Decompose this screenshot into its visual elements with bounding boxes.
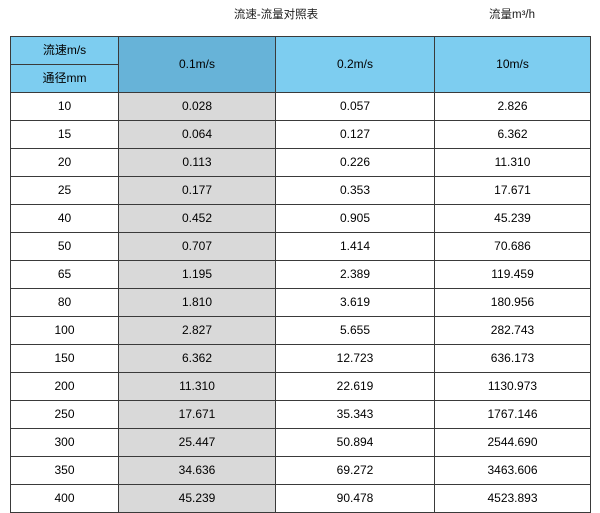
table-row: 350 34.636 69.272 3463.606 — [10, 456, 591, 485]
cell-flow-10ms: 282.743 — [434, 316, 591, 345]
cell-flow-10ms: 1767.146 — [434, 400, 591, 429]
header-col-0.2ms: 0.2m/s — [275, 36, 435, 93]
table-row: 25 0.177 0.353 17.671 — [10, 176, 591, 205]
cell-flow-10ms: 4523.893 — [434, 484, 591, 513]
table-row: 10 0.028 0.057 2.826 — [10, 92, 591, 121]
flow-unit-title: 流量m³/h — [489, 9, 535, 21]
cell-flow-0.2ms: 3.619 — [275, 288, 435, 317]
table-row: 80 1.810 3.619 180.956 — [10, 288, 591, 317]
cell-diameter: 10 — [10, 92, 119, 121]
table-row: 40 0.452 0.905 45.239 — [10, 204, 591, 233]
cell-flow-10ms: 1130.973 — [434, 372, 591, 401]
cell-flow-0.2ms: 35.343 — [275, 400, 435, 429]
table-header-row-top: 流速m/s 0.1m/s 0.2m/s 10m/s — [10, 36, 591, 93]
cell-flow-0.2ms: 50.894 — [275, 428, 435, 457]
cell-diameter: 100 — [10, 316, 119, 345]
cell-flow-0.1ms: 34.636 — [118, 456, 276, 485]
table-header-row-bottom: 通径mm — [10, 64, 591, 93]
cell-flow-10ms: 17.671 — [434, 176, 591, 205]
table-row: 20 0.113 0.226 11.310 — [10, 148, 591, 177]
table-row: 200 11.310 22.619 1130.973 — [10, 372, 591, 401]
cell-flow-0.1ms: 6.362 — [118, 344, 276, 373]
table-row: 250 17.671 35.343 1767.146 — [10, 400, 591, 429]
cell-flow-0.1ms: 0.028 — [118, 92, 276, 121]
table-row: 50 0.707 1.414 70.686 — [10, 232, 591, 261]
cell-flow-10ms: 180.956 — [434, 288, 591, 317]
cell-flow-0.2ms: 12.723 — [275, 344, 435, 373]
cell-flow-0.2ms: 2.389 — [275, 260, 435, 289]
cell-flow-0.1ms: 0.113 — [118, 148, 276, 177]
cell-flow-0.1ms: 11.310 — [118, 372, 276, 401]
cell-flow-10ms: 2544.690 — [434, 428, 591, 457]
title-bar: 流速-流量对照表 流量m³/h — [0, 0, 600, 36]
chart-title: 流速-流量对照表 — [233, 9, 319, 21]
cell-flow-0.2ms: 0.226 — [275, 148, 435, 177]
cell-flow-0.1ms: 0.177 — [118, 176, 276, 205]
cell-flow-10ms: 3463.606 — [434, 456, 591, 485]
cell-diameter: 15 — [10, 120, 119, 149]
cell-flow-0.2ms: 90.478 — [275, 484, 435, 513]
cell-flow-0.2ms: 0.127 — [275, 120, 435, 149]
header-diameter-label: 通径mm — [10, 64, 119, 93]
header-velocity-label: 流速m/s — [10, 36, 119, 65]
cell-flow-0.1ms: 0.707 — [118, 232, 276, 261]
cell-diameter: 150 — [10, 344, 119, 373]
cell-flow-0.1ms: 0.064 — [118, 120, 276, 149]
cell-flow-0.2ms: 0.057 — [275, 92, 435, 121]
cell-flow-0.2ms: 69.272 — [275, 456, 435, 485]
cell-flow-0.1ms: 2.827 — [118, 316, 276, 345]
table-row: 100 2.827 5.655 282.743 — [10, 316, 591, 345]
cell-flow-10ms: 6.362 — [434, 120, 591, 149]
cell-flow-10ms: 11.310 — [434, 148, 591, 177]
flow-rate-table: 流速m/s 0.1m/s 0.2m/s 10m/s 通径mm 10 0.028 … — [10, 36, 591, 513]
cell-diameter: 20 — [10, 148, 119, 177]
cell-diameter: 200 — [10, 372, 119, 401]
cell-diameter: 400 — [10, 484, 119, 513]
cell-flow-0.1ms: 25.447 — [118, 428, 276, 457]
cell-diameter: 250 — [10, 400, 119, 429]
cell-diameter: 50 — [10, 232, 119, 261]
table-row: 65 1.195 2.389 119.459 — [10, 260, 591, 289]
table-row: 150 6.362 12.723 636.173 — [10, 344, 591, 373]
table-row: 300 25.447 50.894 2544.690 — [10, 428, 591, 457]
cell-diameter: 350 — [10, 456, 119, 485]
cell-flow-0.1ms: 45.239 — [118, 484, 276, 513]
cell-diameter: 65 — [10, 260, 119, 289]
cell-diameter: 300 — [10, 428, 119, 457]
cell-flow-0.2ms: 1.414 — [275, 232, 435, 261]
cell-flow-0.1ms: 1.810 — [118, 288, 276, 317]
cell-flow-0.2ms: 0.905 — [275, 204, 435, 233]
cell-flow-0.1ms: 0.452 — [118, 204, 276, 233]
cell-diameter: 40 — [10, 204, 119, 233]
cell-flow-0.1ms: 17.671 — [118, 400, 276, 429]
cell-flow-10ms: 2.826 — [434, 92, 591, 121]
table-row: 15 0.064 0.127 6.362 — [10, 120, 591, 149]
table-row: 400 45.239 90.478 4523.893 — [10, 484, 591, 513]
flow-rate-table-container: 流速m/s 0.1m/s 0.2m/s 10m/s 通径mm 10 0.028 … — [10, 36, 591, 513]
table-body: 流速m/s 0.1m/s 0.2m/s 10m/s 通径mm 10 0.028 … — [10, 36, 591, 513]
header-col-0.1ms: 0.1m/s — [118, 36, 276, 93]
cell-flow-0.2ms: 5.655 — [275, 316, 435, 345]
cell-diameter: 80 — [10, 288, 119, 317]
cell-flow-0.1ms: 1.195 — [118, 260, 276, 289]
cell-flow-10ms: 45.239 — [434, 204, 591, 233]
cell-diameter: 25 — [10, 176, 119, 205]
header-col-10ms: 10m/s — [434, 36, 591, 93]
cell-flow-10ms: 636.173 — [434, 344, 591, 373]
cell-flow-10ms: 119.459 — [434, 260, 591, 289]
cell-flow-0.2ms: 0.353 — [275, 176, 435, 205]
cell-flow-10ms: 70.686 — [434, 232, 591, 261]
cell-flow-0.2ms: 22.619 — [275, 372, 435, 401]
